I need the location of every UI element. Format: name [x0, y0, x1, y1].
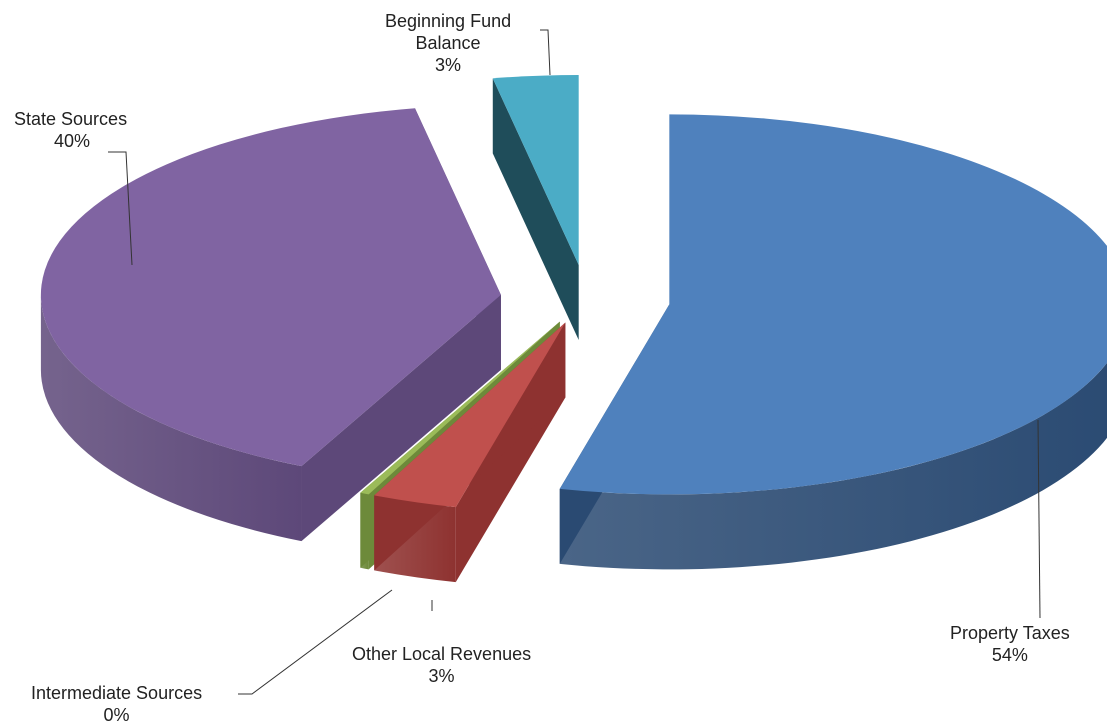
- slice-state-sources: [40, 108, 501, 467]
- slice-other-local-revenues-wall: [374, 495, 456, 583]
- label-property-taxes: Property Taxes 54%: [950, 622, 1070, 666]
- label-beginning-fund-balance-line1: Beginning Fund: [385, 11, 512, 31]
- label-other-local-revenues-name: Other Local Revenues: [352, 644, 532, 664]
- slice-property-taxes: [559, 114, 1107, 495]
- label-property-taxes-name: Property Taxes: [950, 623, 1070, 643]
- slice-intermediate-sources-wall: [360, 492, 369, 570]
- label-beginning-fund-balance-line2: Balance: [415, 33, 481, 53]
- slice-beginning-fund-balance-side-0: [492, 78, 579, 340]
- label-intermediate-sources-pct: 0%: [103, 705, 130, 725]
- label-intermediate-sources: Intermediate Sources 0%: [31, 682, 202, 726]
- label-other-local-revenues-pct: 3%: [428, 666, 455, 686]
- label-property-taxes-pct: 54%: [991, 645, 1028, 665]
- leader-line-property-taxes: [1037, 419, 1041, 619]
- slice-other-local-revenues: [374, 322, 566, 508]
- label-state-sources: State Sources 40%: [14, 108, 127, 152]
- slice-state-sources-side-0: [301, 294, 501, 542]
- leader-line-intermediate-sources: [238, 589, 393, 695]
- slice-property-taxes-wall: [559, 362, 1107, 570]
- slice-beginning-fund-balance: [492, 74, 579, 265]
- label-state-sources-pct: 40%: [54, 131, 91, 151]
- leader-line-beginning-fund-balance: [540, 29, 551, 76]
- label-beginning-fund-balance: Beginning Fund Balance 3%: [385, 10, 511, 76]
- label-state-sources-name: State Sources: [14, 109, 128, 129]
- label-intermediate-sources-name: Intermediate Sources: [31, 683, 203, 703]
- slice-state-sources-wall: [40, 294, 302, 542]
- label-other-local-revenues: Other Local Revenues 3%: [352, 643, 531, 687]
- leader-line-state-sources: [108, 151, 133, 266]
- slice-intermediate-sources: [360, 321, 560, 495]
- label-beginning-fund-balance-pct: 3%: [435, 55, 462, 75]
